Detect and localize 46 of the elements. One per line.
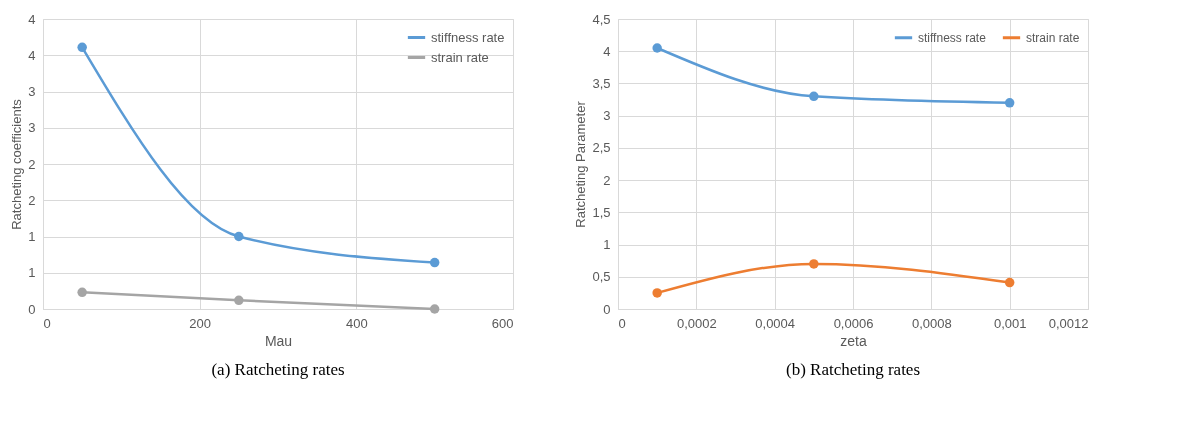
x-tick-label: 0,0002 bbox=[676, 315, 717, 331]
x-tick-label: 0 bbox=[43, 315, 51, 331]
y-tick-label: 0 bbox=[603, 301, 611, 317]
point bbox=[809, 259, 819, 269]
x-tick-label: 0,001 bbox=[993, 315, 1027, 331]
y-tick-label: 2 bbox=[603, 172, 611, 188]
y-tick-label: 4,5 bbox=[592, 11, 611, 27]
x-tick-label: 0,0008 bbox=[911, 315, 952, 331]
legend-label: strain rate bbox=[1026, 30, 1080, 45]
y-tick-label: 4 bbox=[28, 47, 36, 63]
y-tick-label: 1 bbox=[28, 229, 36, 244]
x-tick-label: 200 bbox=[189, 315, 212, 331]
y-axis-title: Ratcheting Parameter bbox=[573, 100, 589, 228]
x-tick-label: 0,0004 bbox=[755, 315, 796, 331]
text: (a) Ratcheting rates bbox=[211, 360, 345, 379]
y-tick-label: 2 bbox=[28, 156, 36, 172]
x-tick-label: 600 bbox=[491, 315, 514, 331]
y-tick-label: 1 bbox=[28, 265, 36, 281]
point bbox=[1004, 98, 1015, 108]
point bbox=[652, 43, 662, 53]
x-axis-title: zeta bbox=[840, 332, 867, 349]
y-axis-title: Ratcheting coefficients bbox=[9, 98, 25, 230]
y-tick-label: 4 bbox=[603, 43, 611, 59]
y-tick-label: 0 bbox=[28, 301, 36, 317]
point bbox=[652, 288, 662, 298]
x-tick-label: 0,0006 bbox=[833, 315, 874, 331]
legend-label: stiffness rate bbox=[431, 29, 505, 45]
y-tick-label: 1 bbox=[603, 237, 611, 253]
y-tick-label: 2,5 bbox=[592, 140, 611, 156]
y-tick-label: 0,5 bbox=[592, 269, 611, 285]
point bbox=[809, 91, 819, 102]
y-tick-label: 3,5 bbox=[592, 75, 611, 91]
y-tick-label: 4 bbox=[28, 11, 36, 27]
point bbox=[1004, 277, 1015, 288]
x-tick-label: 400 bbox=[345, 315, 368, 331]
y-tick-label: 3 bbox=[28, 84, 36, 99]
legend-label: strain rate bbox=[431, 49, 489, 65]
legend-label: stiffness rate bbox=[918, 30, 987, 45]
y-tick-label: 3 bbox=[28, 120, 36, 136]
x-axis-title: Mau bbox=[264, 332, 293, 349]
x-tick-label: 0,0012 bbox=[1048, 315, 1089, 331]
y-tick-label: 2 bbox=[28, 192, 36, 208]
x-tick-label: 0 bbox=[618, 315, 626, 331]
y-tick-label: 3 bbox=[603, 108, 611, 124]
y-tick-label: 1,5 bbox=[592, 204, 611, 220]
text: (b) Ratcheting rates bbox=[785, 360, 921, 379]
